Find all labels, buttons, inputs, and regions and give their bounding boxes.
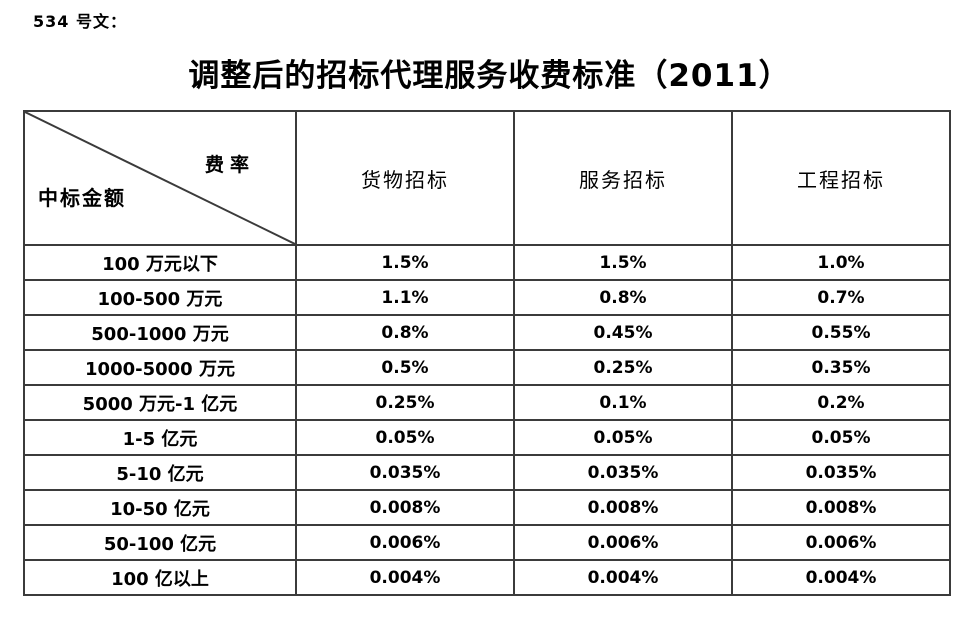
amount-range-cell: 10-50 亿元 (23, 489, 297, 526)
rate-value-cell: 0.05% (731, 419, 951, 456)
rate-value-cell: 0.035% (295, 454, 515, 491)
amount-range-cell: 5-10 亿元 (23, 454, 297, 491)
column-header-engineering: 工程招标 (731, 110, 951, 246)
rate-value-cell: 1.1% (295, 279, 515, 316)
table-row: 5000 万元-1 亿元 0.25% 0.1% 0.2% (23, 384, 951, 421)
amount-range-cell: 1-5 亿元 (23, 419, 297, 456)
doc-number-label: 534 号文： (33, 12, 127, 31)
amount-range-cell: 1000-5000 万元 (23, 349, 297, 386)
amount-range-cell: 5000 万元-1 亿元 (23, 384, 297, 421)
rate-value-cell: 0.55% (731, 314, 951, 351)
rate-value-cell: 0.008% (731, 489, 951, 526)
rate-value-cell: 0.5% (295, 349, 515, 386)
rate-value-cell: 0.2% (731, 384, 951, 421)
table-header-row: 费率 中标金额 货物招标 服务招标 工程招标 (23, 110, 951, 246)
rate-value-cell: 0.006% (731, 524, 951, 561)
table-row: 1000-5000 万元 0.5% 0.25% 0.35% (23, 349, 951, 386)
diagonal-divider-line (25, 112, 295, 244)
table-row: 100 亿以上 0.004% 0.004% 0.004% (23, 559, 951, 596)
diagonal-corner-cell: 费率 中标金额 (23, 110, 297, 246)
rate-value-cell: 0.004% (731, 559, 951, 596)
amount-range-cell: 100 亿以上 (23, 559, 297, 596)
rate-value-cell: 0.8% (295, 314, 515, 351)
rate-value-cell: 0.004% (513, 559, 733, 596)
column-header-goods: 货物招标 (295, 110, 515, 246)
table-row: 1-5 亿元 0.05% 0.05% 0.05% (23, 419, 951, 456)
table-row: 100 万元以下 1.5% 1.5% 1.0% (23, 244, 951, 281)
table-row: 100-500 万元 1.1% 0.8% 0.7% (23, 279, 951, 316)
table-row: 500-1000 万元 0.8% 0.45% 0.55% (23, 314, 951, 351)
rate-value-cell: 1.0% (731, 244, 951, 281)
amount-range-cell: 500-1000 万元 (23, 314, 297, 351)
rate-value-cell: 0.008% (513, 489, 733, 526)
rate-value-cell: 0.45% (513, 314, 733, 351)
corner-fee-rate-label: 费率 (204, 154, 255, 176)
rate-value-cell: 0.1% (513, 384, 733, 421)
rate-value-cell: 0.035% (731, 454, 951, 491)
rate-value-cell: 0.25% (295, 384, 515, 421)
table-body: 100 万元以下 1.5% 1.5% 1.0% 100-500 万元 1.1% 0.8% 0.… (23, 244, 951, 596)
rate-value-cell: 0.25% (513, 349, 733, 386)
corner-amount-label: 中标金额 (38, 186, 126, 210)
table-row: 50-100 亿元 0.006% 0.006% 0.006% (23, 524, 951, 561)
amount-range-cell: 100-500 万元 (23, 279, 297, 316)
fee-rate-table: 费率 中标金额 货物招标 服务招标 工程招标 100 万元以下 1.5% 1.5% 1… (23, 110, 951, 596)
rate-value-cell: 0.006% (295, 524, 515, 561)
amount-range-cell: 100 万元以下 (23, 244, 297, 281)
amount-range-cell: 50-100 亿元 (23, 524, 297, 561)
rate-value-cell: 0.7% (731, 279, 951, 316)
rate-value-cell: 0.008% (295, 489, 515, 526)
rate-value-cell: 0.035% (513, 454, 733, 491)
column-header-services: 服务招标 (513, 110, 733, 246)
rate-value-cell: 0.006% (513, 524, 733, 561)
rate-value-cell: 0.35% (731, 349, 951, 386)
rate-value-cell: 1.5% (513, 244, 733, 281)
rate-value-cell: 1.5% (295, 244, 515, 281)
rate-value-cell: 0.05% (295, 419, 515, 456)
rate-value-cell: 0.05% (513, 419, 733, 456)
table-row: 10-50 亿元 0.008% 0.008% 0.008% (23, 489, 951, 526)
table-row: 5-10 亿元 0.035% 0.035% 0.035% (23, 454, 951, 491)
rate-value-cell: 0.8% (513, 279, 733, 316)
rate-value-cell: 0.004% (295, 559, 515, 596)
page-title: 调整后的招标代理服务收费标准（2011） (188, 58, 791, 94)
